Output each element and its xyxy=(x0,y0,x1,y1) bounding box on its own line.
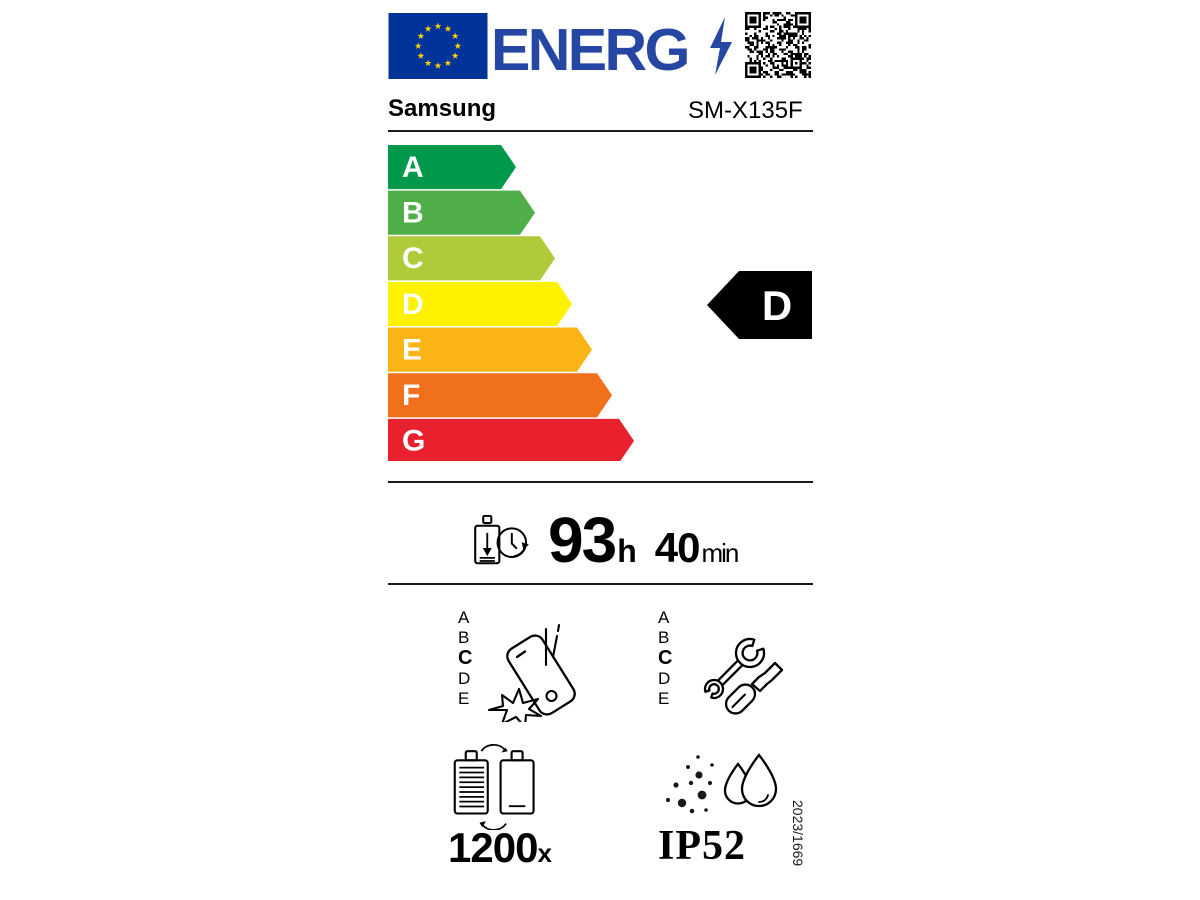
svg-text:D: D xyxy=(762,282,792,329)
svg-text:E: E xyxy=(402,333,422,366)
svg-text:B: B xyxy=(402,197,424,230)
svg-text:C: C xyxy=(402,242,424,275)
svg-text:G: G xyxy=(402,425,425,458)
svg-text:D: D xyxy=(402,288,424,321)
svg-text:F: F xyxy=(402,379,420,412)
svg-text:A: A xyxy=(402,151,424,184)
